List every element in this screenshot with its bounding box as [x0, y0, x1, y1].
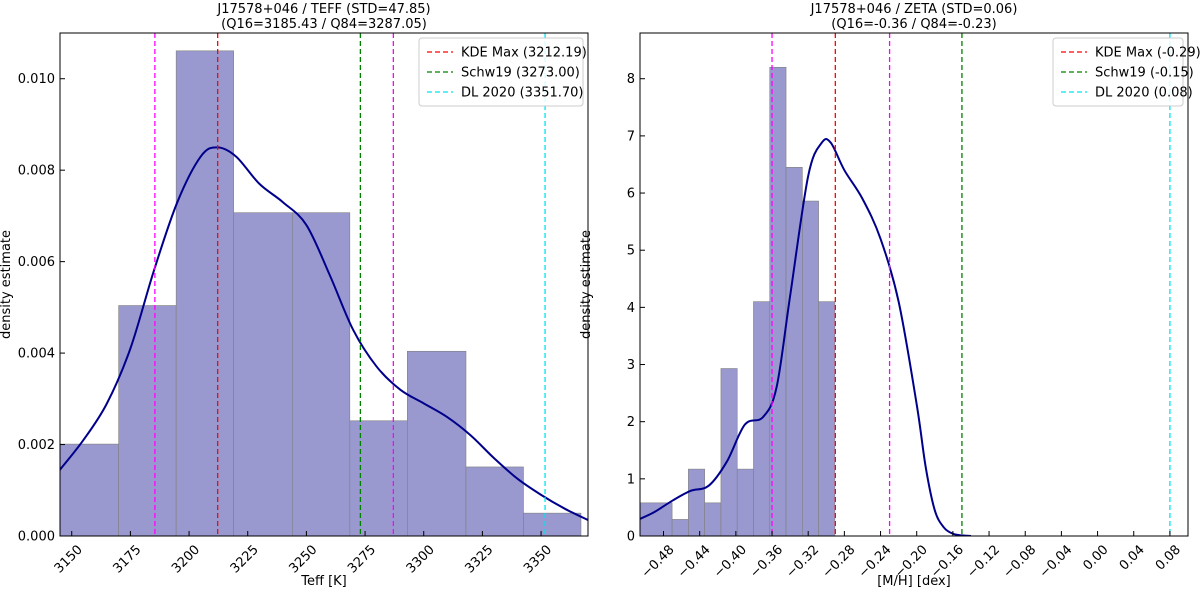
- y-tick-label: 2: [627, 415, 635, 430]
- chart-subtitle: (Q16=-0.36 / Q84=-0.23): [831, 17, 996, 32]
- legend-label: KDE Max (3212.19): [461, 46, 587, 61]
- x-tick-label: 3250: [286, 542, 320, 576]
- y-axis-label: density estimate: [579, 230, 594, 339]
- x-tick-label: −0.12: [964, 542, 1003, 581]
- x-tick-label: −0.32: [783, 542, 822, 581]
- x-tick-label: 3300: [404, 542, 438, 576]
- y-tick-label: 7: [627, 129, 635, 144]
- teff-chart: 3150 3175 3200 3225 3250 3275 3300 3325 3350 0.00…: [0, 2, 589, 589]
- y-tick-label: 0.000: [18, 530, 55, 545]
- x-tick-label: −0.08: [1000, 542, 1039, 581]
- histogram-bar: [688, 468, 705, 536]
- kde-curve: [60, 146, 588, 521]
- histogram-bar: [292, 212, 351, 536]
- y-tick-label: 0.006: [18, 255, 55, 270]
- chart-title: J17578+046 / TEFF (STD=47.85): [216, 2, 430, 17]
- histogram-bar: [736, 468, 754, 536]
- histogram-bar: [523, 512, 582, 536]
- x-tick-label: 0.04: [1117, 542, 1148, 573]
- histogram-bar: [465, 466, 524, 536]
- legend: KDE Max (3212.19) Schw19 (3273.00) DL 2020…: [418, 37, 587, 107]
- legend-label: KDE Max (-0.29): [1095, 46, 1200, 61]
- histogram-bar: [671, 519, 689, 536]
- y-tick-label: 0.008: [18, 164, 55, 179]
- y-tick-label: 6: [627, 187, 635, 202]
- x-axis-label: [M/H] [dex]: [877, 574, 951, 589]
- x-tick-label: 0.08: [1153, 542, 1184, 573]
- plot-area: [60, 33, 588, 536]
- y-tick-label: 5: [627, 244, 635, 259]
- x-tick-label: 3200: [169, 542, 203, 576]
- x-tick-label: 3150: [52, 542, 86, 576]
- x-tick-label: 0.00: [1081, 542, 1112, 573]
- x-tick-label: 3225: [228, 542, 262, 576]
- histogram-bar: [802, 200, 819, 536]
- x-tick-label: −0.44: [675, 542, 714, 581]
- histogram-bar: [349, 420, 408, 536]
- y-tick-label: 4: [627, 301, 635, 316]
- y-tick-label: 1: [627, 472, 635, 487]
- kde-curve: [640, 137, 972, 536]
- metallicity-chart: −0.48−0.44−0.40−0.36−0.32−0.28−0.24−0.20…: [579, 2, 1200, 589]
- histogram-bar: [704, 502, 722, 536]
- histogram-bar: [60, 443, 119, 536]
- legend-label: Schw19 (-0.15): [1095, 66, 1194, 81]
- x-axis-label: Teff [K]: [300, 574, 347, 589]
- y-tick-label: 3: [627, 358, 635, 373]
- histogram-bar: [640, 502, 673, 536]
- legend: KDE Max (-0.29) Schw19 (-0.15) DL 2020 (0.…: [1052, 37, 1200, 107]
- legend-label: Schw19 (3273.00): [461, 66, 580, 81]
- x-tick-label: −0.40: [711, 542, 750, 581]
- chart-title: J17578+046 / ZETA (STD=0.06): [810, 2, 1018, 17]
- axes-frame: [59, 32, 589, 537]
- legend-box: [1052, 37, 1184, 107]
- y-axis-label: density estimate: [0, 230, 14, 339]
- histogram-bar: [175, 50, 234, 536]
- x-tick-label: 3350: [521, 542, 555, 576]
- y-tick-label: 0.004: [18, 347, 55, 362]
- histogram-bar: [720, 368, 738, 536]
- histogram-bar: [118, 305, 177, 536]
- y-tick-label: 0: [627, 530, 635, 545]
- x-tick-label: 3325: [462, 542, 496, 576]
- x-tick-label: 3275: [345, 542, 379, 576]
- histogram-bar: [407, 350, 467, 536]
- histogram-bar: [818, 301, 836, 536]
- x-tick-label: −0.48: [639, 542, 678, 581]
- x-tick-label: −0.36: [747, 542, 786, 581]
- axes-frame: [639, 32, 1189, 537]
- histogram-bar: [233, 212, 293, 536]
- y-tick-label: 0.010: [18, 72, 55, 87]
- y-tick-label: 0.002: [18, 438, 55, 453]
- x-tick-label: −0.04: [1037, 542, 1076, 581]
- chart-subtitle: (Q16=3185.43 / Q84=3287.05): [221, 17, 427, 32]
- x-tick-label: −0.28: [820, 542, 859, 581]
- legend-label: DL 2020 (0.08): [1095, 86, 1193, 101]
- x-tick-label: 3175: [110, 542, 144, 576]
- legend-label: DL 2020 (3351.70): [461, 86, 584, 101]
- y-tick-label: 8: [627, 72, 635, 87]
- legend-box: [418, 37, 584, 107]
- plot-area: [640, 33, 1171, 536]
